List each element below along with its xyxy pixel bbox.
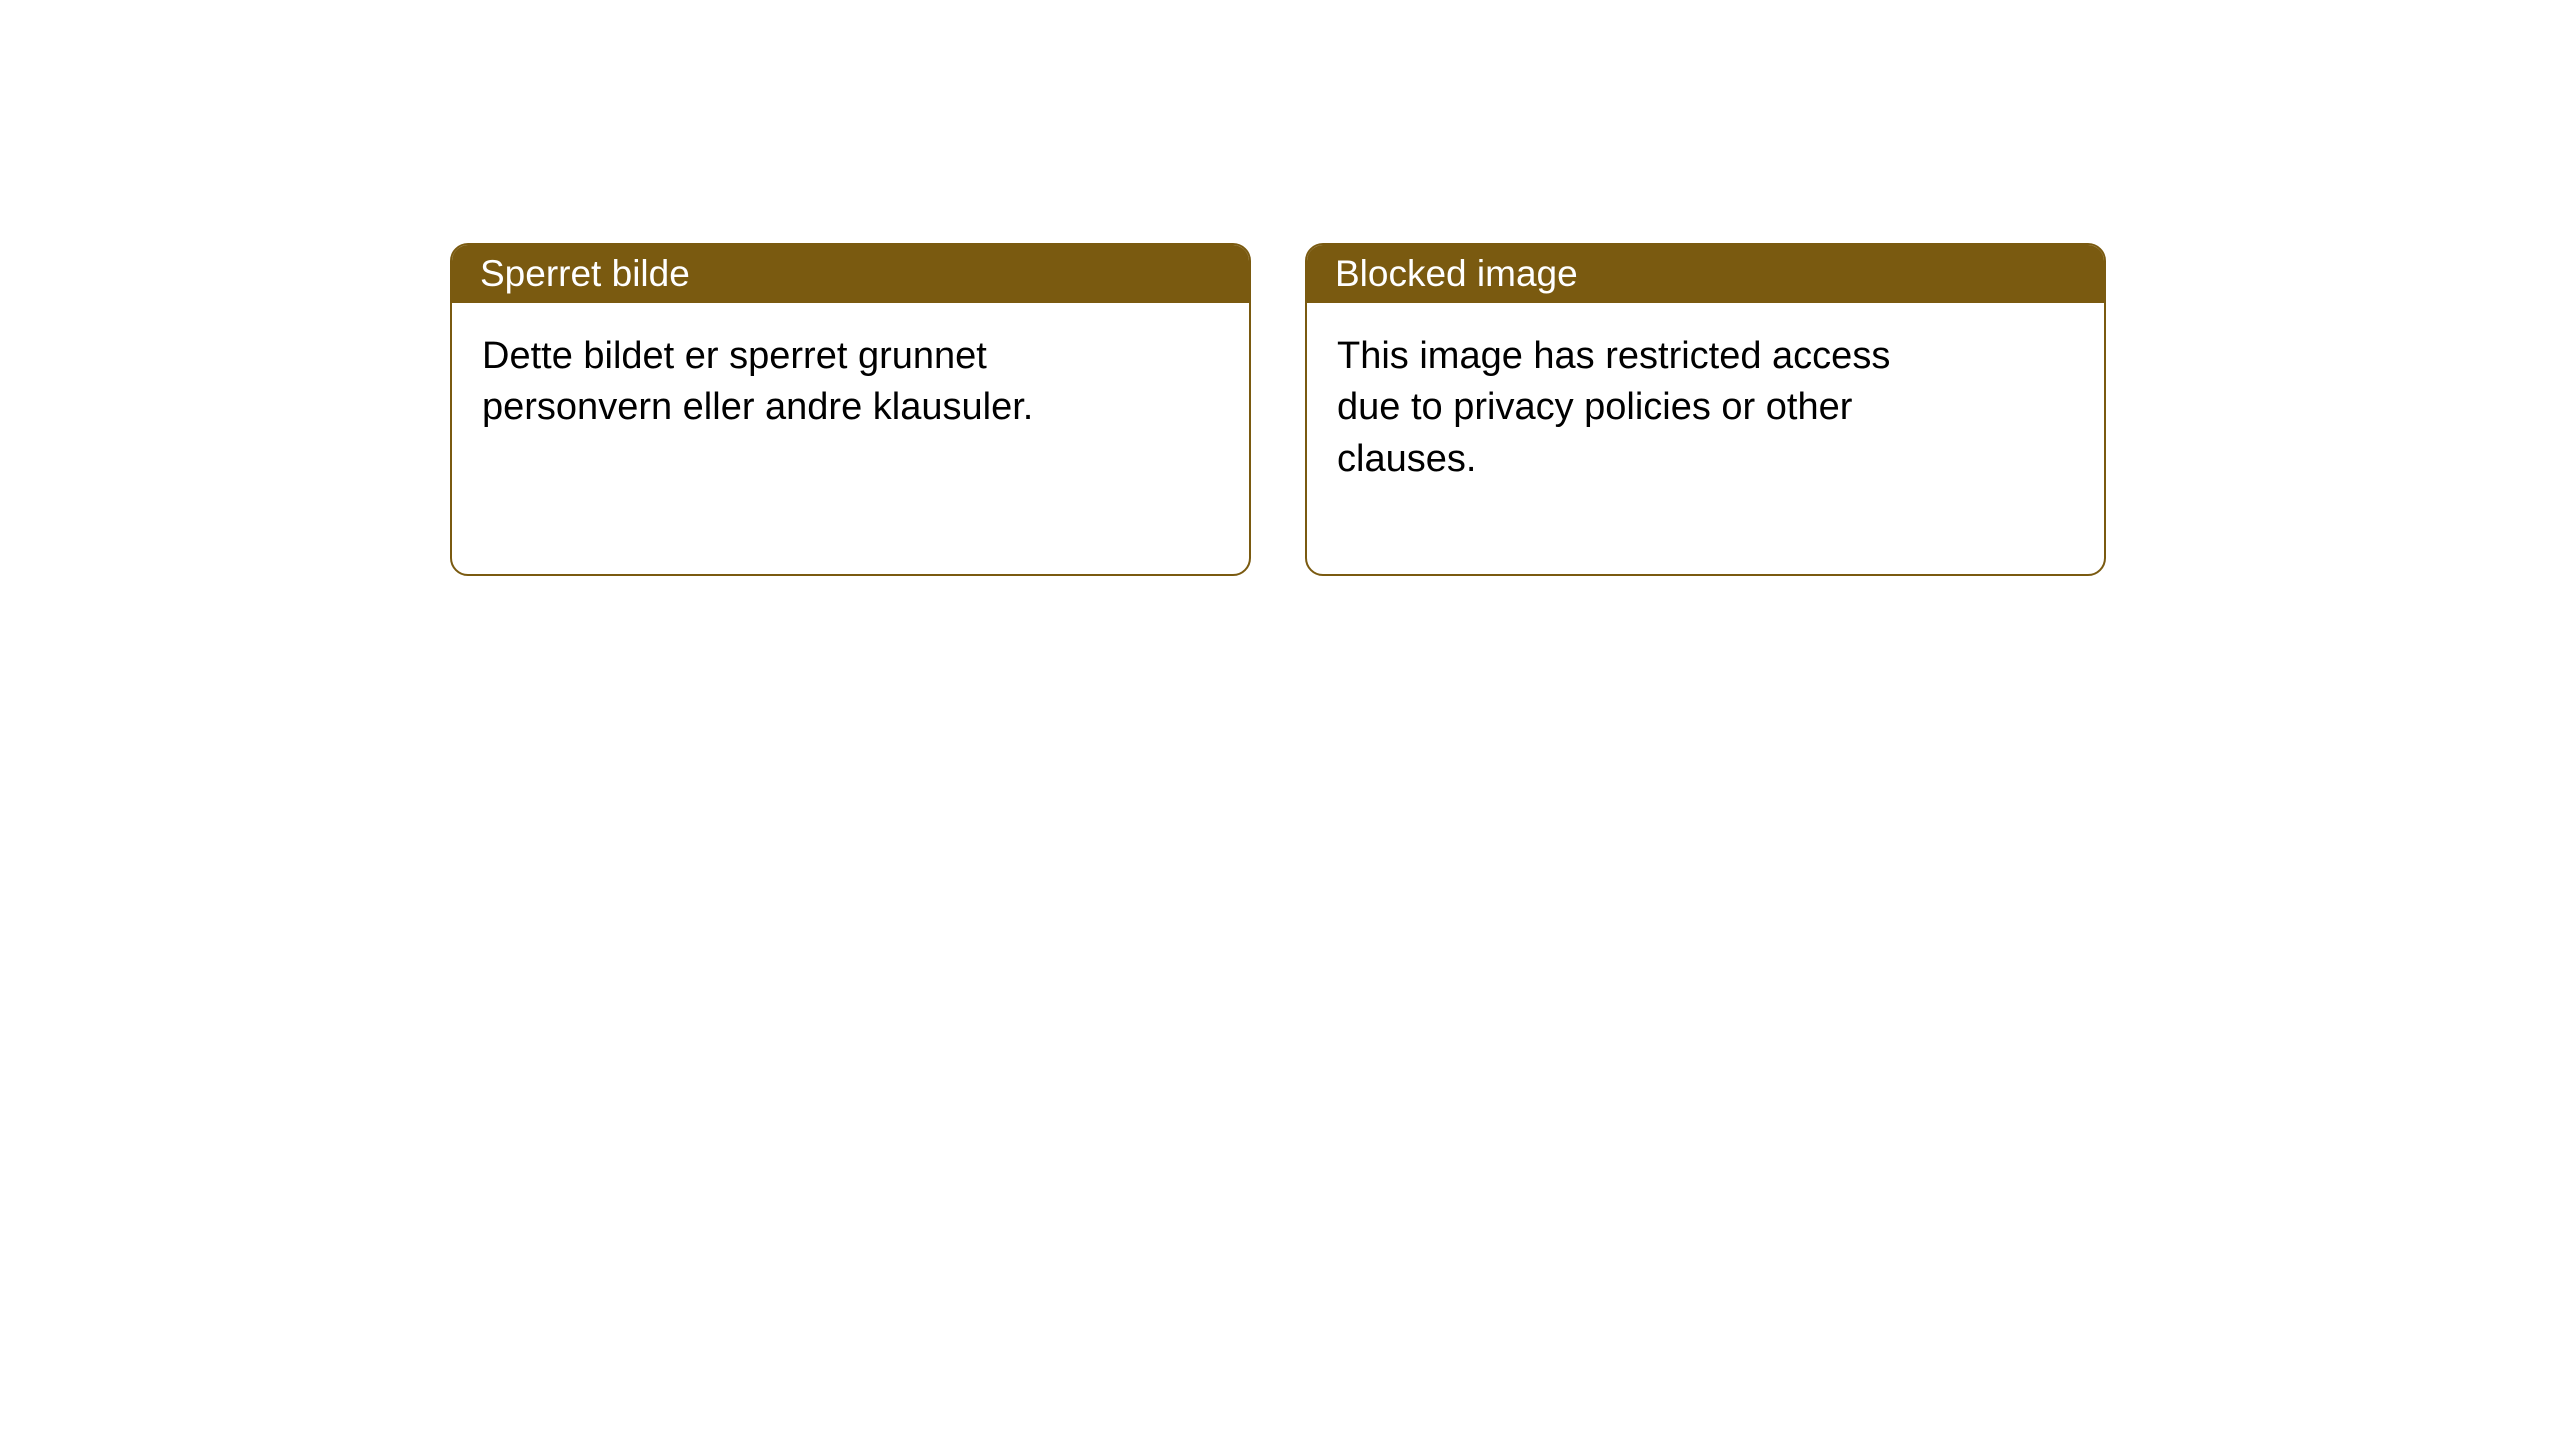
card-body: Dette bildet er sperret grunnet personve… (452, 303, 1132, 462)
card-body-text: Dette bildet er sperret grunnet personve… (482, 335, 1033, 428)
card-title: Blocked image (1335, 253, 1578, 295)
card-title: Sperret bilde (480, 253, 690, 295)
blocked-image-card-norwegian: Sperret bilde Dette bildet er sperret gr… (450, 243, 1251, 576)
card-header: Sperret bilde (452, 245, 1249, 303)
card-body: This image has restricted access due to … (1307, 303, 1987, 513)
card-header: Blocked image (1307, 245, 2104, 303)
card-body-text: This image has restricted access due to … (1337, 335, 1890, 480)
notice-container: Sperret bilde Dette bildet er sperret gr… (450, 243, 2106, 576)
blocked-image-card-english: Blocked image This image has restricted … (1305, 243, 2106, 576)
